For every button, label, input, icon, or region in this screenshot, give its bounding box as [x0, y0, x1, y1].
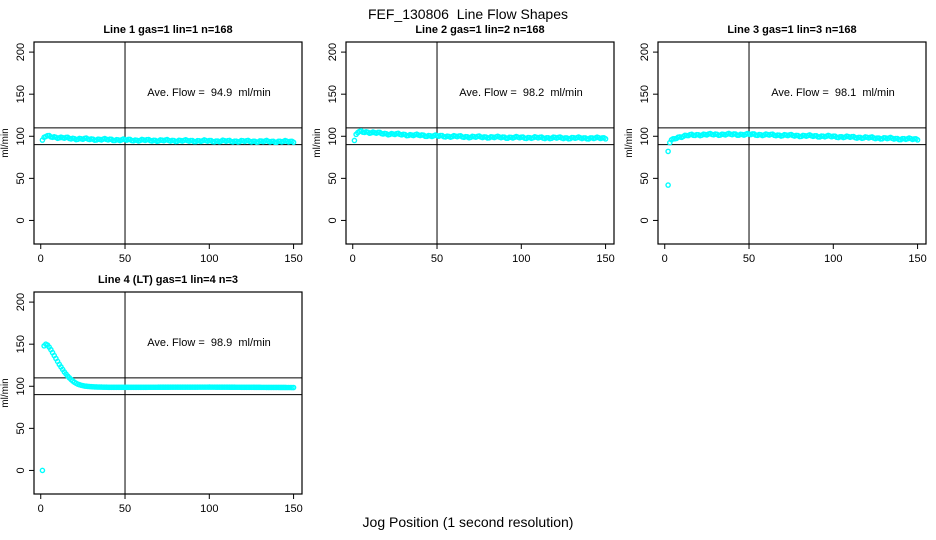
- plot-box: [345, 41, 615, 245]
- y-tick-label: 0: [639, 217, 651, 223]
- y-tick-label: 150: [639, 85, 651, 103]
- x-tick-label: 100: [200, 253, 218, 265]
- reference-lines: [658, 42, 926, 244]
- y-tick-label: 0: [15, 217, 27, 223]
- axes: 0 50 100 150 0 50 100 150 200 ml/min: [624, 43, 927, 265]
- panel-line-2: 0 50 100 150 0 50 100 150 200 ml/min Line 2 gas=1…: [312, 22, 624, 272]
- y-tick-label: 150: [15, 85, 27, 103]
- x-tick-label: 50: [119, 503, 131, 515]
- y-tick-label: 200: [15, 293, 27, 311]
- reference-lines: [34, 292, 302, 494]
- x-tick-label: 150: [596, 253, 614, 265]
- y-axis-label: ml/min: [312, 128, 323, 157]
- plot-area-line-2: 0 50 100 150 0 50 100 150 200 ml/min: [312, 41, 615, 265]
- data-points: [351, 128, 609, 144]
- y-tick-label: 0: [15, 467, 27, 473]
- avg-flow-annotation: Ave. Flow = 94.9 ml/min: [147, 87, 271, 99]
- data-point: [39, 467, 46, 474]
- y-tick-label: 50: [639, 172, 651, 184]
- axes: 0 50 100 150 0 50 100 150 200 ml/min: [0, 43, 303, 265]
- plot-box: [33, 291, 303, 495]
- avg-flow-annotation: Ave. Flow = 98.2 ml/min: [459, 87, 583, 99]
- data-point: [351, 137, 358, 144]
- y-tick-label: 100: [15, 377, 27, 395]
- y-axis-label: ml/min: [0, 128, 11, 157]
- panel-title: Line 3 gas=1 lin=3 n=168: [727, 24, 857, 36]
- x-tick-label: 100: [824, 253, 842, 265]
- x-tick-label: 0: [350, 253, 356, 265]
- y-tick-label: 100: [15, 127, 27, 145]
- y-tick-label: 100: [639, 127, 651, 145]
- panel-title: Line 1 gas=1 lin=1 n=168: [103, 24, 233, 36]
- avg-flow-annotation: Ave. Flow = 98.9 ml/min: [147, 337, 271, 349]
- axes: 0 50 100 150 0 50 100 150 200 ml/min: [0, 293, 303, 515]
- data-point: [290, 139, 297, 146]
- axes: 0 50 100 150 0 50 100 150 200 ml/min: [312, 43, 615, 265]
- x-tick-label: 100: [200, 503, 218, 515]
- y-tick-label: 50: [15, 172, 27, 184]
- figure-title: FEF_130806 Line Flow Shapes: [367, 6, 568, 22]
- x-tick-label: 50: [119, 253, 131, 265]
- panel-line-1: 0 50 100 150 0 50 100 150 200 ml/min Line 1 gas=1…: [0, 22, 312, 272]
- data-points: [39, 341, 297, 474]
- x-tick-label: 0: [662, 253, 668, 265]
- plot-box: [657, 41, 927, 245]
- panel-line-3: 0 50 100 150 0 50 100 150 200 ml/min Line 3 gas=1…: [624, 22, 936, 272]
- data-point: [914, 137, 921, 143]
- x-tick-label: 0: [38, 503, 44, 515]
- reference-lines: [346, 42, 614, 244]
- x-tick-label: 50: [431, 253, 443, 265]
- data-point: [665, 182, 671, 188]
- plot-area-line-1: 0 50 100 150 0 50 100 150 200 ml/min: [0, 41, 303, 265]
- data-points: [39, 132, 297, 146]
- y-tick-label: 50: [15, 422, 27, 434]
- panel-line-4: 0 50 100 150 0 50 100 150 200 ml/min Line 4 (LT) …: [0, 272, 312, 522]
- avg-flow-annotation: Ave. Flow = 98.1 ml/min: [771, 87, 895, 99]
- data-points: [665, 130, 921, 188]
- panel-title: Line 2 gas=1 lin=2 n=168: [415, 24, 545, 36]
- plot-area-line-4: 0 50 100 150 0 50 100 150 200 ml/min: [0, 291, 303, 515]
- x-tick-label: 0: [38, 253, 44, 265]
- plot-area-line-3: 0 50 100 150 0 50 100 150 200 ml/min: [624, 41, 927, 265]
- y-tick-label: 100: [327, 127, 339, 145]
- plot-box: [33, 41, 303, 245]
- data-point: [665, 148, 671, 155]
- y-tick-label: 0: [327, 217, 339, 223]
- x-tick-label: 150: [284, 253, 302, 265]
- panel-title: Line 4 (LT) gas=1 lin=4 n=3: [97, 274, 239, 286]
- x-tick-label: 50: [743, 253, 755, 265]
- y-tick-label: 200: [15, 43, 27, 61]
- x-tick-label: 100: [512, 253, 530, 265]
- y-tick-label: 200: [327, 43, 339, 61]
- y-tick-label: 50: [327, 172, 339, 184]
- y-tick-label: 200: [639, 43, 651, 61]
- y-axis-label: ml/min: [624, 128, 635, 157]
- x-axis-title: Jog Position (1 second resolution): [362, 514, 574, 530]
- data-point: [602, 136, 609, 142]
- y-axis-label: ml/min: [0, 378, 11, 407]
- x-tick-label: 150: [908, 253, 926, 265]
- data-point: [290, 384, 297, 391]
- x-tick-label: 150: [284, 503, 302, 515]
- y-tick-label: 150: [327, 85, 339, 103]
- y-tick-label: 150: [15, 335, 27, 353]
